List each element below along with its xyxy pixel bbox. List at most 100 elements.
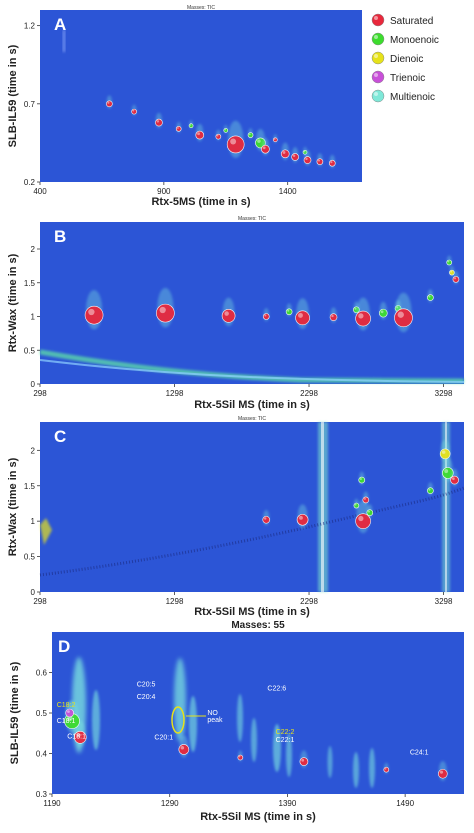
panel-a-title: Masses: TIC <box>187 5 215 11</box>
data-point-saturated <box>73 730 87 744</box>
legend-marker-saturated <box>371 13 385 27</box>
panel-d-letter: D <box>58 637 70 656</box>
data-point-saturated <box>178 744 190 755</box>
y-tick-label: 0.5 <box>24 553 36 562</box>
data-point-monoenoic <box>446 259 453 266</box>
data-point-monoenoic <box>427 294 434 301</box>
data-point-highlight <box>444 469 449 474</box>
data-point-highlight <box>216 134 219 137</box>
peak-plume <box>251 718 257 762</box>
peak-plume <box>92 690 100 750</box>
y-tick-label: 0.2 <box>24 178 36 187</box>
panel-a-letter: A <box>54 15 66 34</box>
peak-annotation: C22:2 <box>276 729 295 736</box>
y-tick-label: 1.2 <box>24 22 36 31</box>
data-point-highlight <box>428 488 431 491</box>
peak-annotation: NO <box>207 710 218 717</box>
data-point-highlight <box>282 151 286 154</box>
panel-a-ylabel: SLB-IL59 (time in s) <box>7 44 19 147</box>
data-point-highlight <box>358 313 364 319</box>
panel-c: 298 1298 2298 3298 0 0.5 1 1.5 2 <box>24 439 459 606</box>
data-point-saturated <box>328 159 336 167</box>
data-point-saturated <box>195 130 205 140</box>
data-point-saturated <box>131 108 137 115</box>
data-point-saturated <box>175 126 182 132</box>
legend-label-trienoic: Trienoic <box>390 73 425 84</box>
panel-d-title: Masses: 55 <box>231 620 285 631</box>
data-point-highlight <box>299 515 303 520</box>
x-tick-label: 1190 <box>43 799 61 808</box>
column-bleed-streak <box>63 30 65 52</box>
y-tick-label: 1.5 <box>24 482 36 491</box>
data-point-highlight <box>180 745 185 750</box>
data-point-saturated <box>262 515 271 524</box>
y-tick-label: 0.5 <box>36 709 48 718</box>
data-point-highlight <box>264 314 267 317</box>
data-point-highlight <box>384 767 387 770</box>
peak-plume <box>353 752 359 788</box>
data-point-highlight <box>107 101 110 104</box>
y-tick-label: 1.5 <box>24 279 36 288</box>
data-point-highlight <box>441 450 446 454</box>
data-point-saturated <box>280 149 290 159</box>
data-point-saturated <box>261 144 270 154</box>
panel-c-title: Masses: TIC <box>238 416 266 422</box>
data-point-highlight <box>197 132 200 136</box>
panel-d-xlabel: Rtx-5Sil MS (time in s) <box>200 811 316 823</box>
legend-marker-highlight <box>374 73 378 77</box>
legend-marker-highlight <box>374 35 378 39</box>
panel-c-plot-area <box>40 422 464 592</box>
panel-c-ylabel: Rtx-Wax (time in s) <box>7 457 19 556</box>
data-point-saturated <box>106 100 113 108</box>
data-point-highlight <box>224 128 226 131</box>
x-tick-label: 298 <box>33 597 47 606</box>
data-point-saturated <box>156 303 175 323</box>
data-point-highlight <box>76 733 81 738</box>
legend-label-multienoic: Multienoic <box>390 92 435 103</box>
data-point-highlight <box>439 770 444 774</box>
data-point-highlight <box>230 138 237 145</box>
data-point-monoenoic <box>366 509 374 516</box>
peak-annotation: C20:1 <box>154 734 173 741</box>
panel-d-ylabel: SLB-IL59 (time in s) <box>9 661 21 764</box>
peak-plume <box>189 696 197 752</box>
data-point-saturated <box>237 754 244 761</box>
data-point-highlight <box>354 503 357 506</box>
data-point-highlight <box>367 510 370 513</box>
data-point-highlight <box>238 755 241 758</box>
data-point-highlight <box>380 310 384 314</box>
peak-plume <box>237 694 243 742</box>
data-point-highlight <box>305 157 308 161</box>
peak-plume <box>273 724 281 772</box>
panel-c-letter: C <box>54 427 66 446</box>
panel-b-ylabel: Rtx-Wax (time in s) <box>7 253 19 352</box>
peak-annotation: C20:4 <box>137 694 156 701</box>
data-point-saturated <box>296 513 309 526</box>
peak-annotation: C18:1 <box>57 718 76 725</box>
panel-a: 400 900 1400 0.2 0.7 1.2 <box>24 22 336 196</box>
data-point-saturated <box>303 156 312 164</box>
y-tick-label: 1 <box>31 517 36 526</box>
data-point-saturated <box>438 768 448 779</box>
data-point-highlight <box>303 150 306 153</box>
x-tick-label: 3298 <box>435 597 453 606</box>
data-point-highlight <box>354 307 357 310</box>
legend-label-dienoic: Dienoic <box>390 54 423 65</box>
data-point-saturated <box>355 310 371 327</box>
data-point-saturated <box>295 310 310 326</box>
peak-annotation: C22:1 <box>276 737 295 744</box>
data-point-highlight <box>330 161 333 164</box>
legend-label-saturated: Saturated <box>390 16 433 27</box>
y-tick-label: 0.5 <box>24 346 36 355</box>
x-tick-label: 900 <box>157 187 171 196</box>
data-point-highlight <box>156 120 160 123</box>
panel-c-xlabel: Rtx-5Sil MS (time in s) <box>194 606 310 618</box>
data-point-saturated <box>273 137 278 143</box>
data-point-highlight <box>263 517 267 520</box>
legend-marker-trienoic <box>371 70 385 84</box>
data-point-highlight <box>257 139 261 143</box>
data-point-highlight <box>450 270 453 273</box>
peak-annotation: C22:6 <box>267 686 286 693</box>
x-tick-label: 298 <box>33 389 47 398</box>
